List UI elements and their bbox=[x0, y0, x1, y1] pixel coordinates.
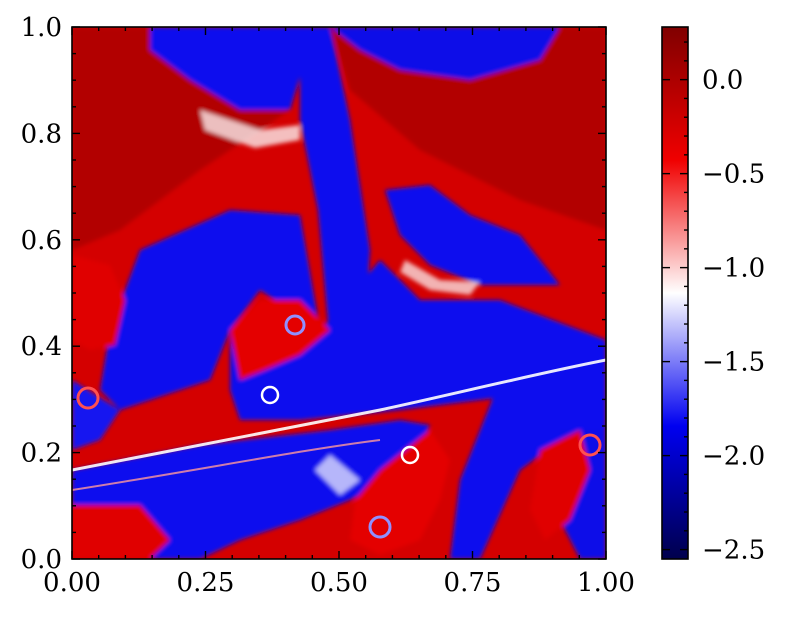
y-tick-label: 0.8 bbox=[21, 119, 62, 149]
y-tick-label: 0.4 bbox=[21, 332, 62, 362]
colorbar-tick-label: −1.5 bbox=[702, 348, 765, 378]
colorbar-axis: 0.0 −0.5 −1.0 −1.5 −2.0 −2.5 bbox=[662, 41, 765, 566]
x-tick-label: 0.50 bbox=[310, 568, 368, 598]
colorbar bbox=[661, 26, 689, 560]
x-axis: 0.00 0.25 0.50 0.75 1.00 bbox=[43, 27, 635, 598]
x-tick-label: 0.75 bbox=[444, 568, 502, 598]
colorbar-tick-label: −2.0 bbox=[702, 442, 765, 472]
y-tick-label: 0.2 bbox=[21, 439, 62, 469]
colorbar-tick-label: −2.5 bbox=[702, 536, 765, 566]
y-tick-label: 0.6 bbox=[21, 226, 62, 256]
y-axis: 0.0 0.2 0.4 0.6 0.8 1.0 bbox=[21, 13, 606, 575]
y-tick-label: 0.0 bbox=[21, 545, 62, 575]
colorbar-tick-label: −1.0 bbox=[702, 254, 765, 284]
colorbar-tick-label: −0.5 bbox=[702, 160, 765, 190]
y-tick-label: 1.0 bbox=[21, 13, 62, 43]
x-tick-label: 0.25 bbox=[177, 568, 235, 598]
x-tick-label: 1.00 bbox=[577, 568, 635, 598]
x-tick-label: 0.00 bbox=[43, 568, 101, 598]
heatmap-field bbox=[72, 27, 606, 559]
colorbar-tick-label: 0.0 bbox=[702, 66, 743, 96]
